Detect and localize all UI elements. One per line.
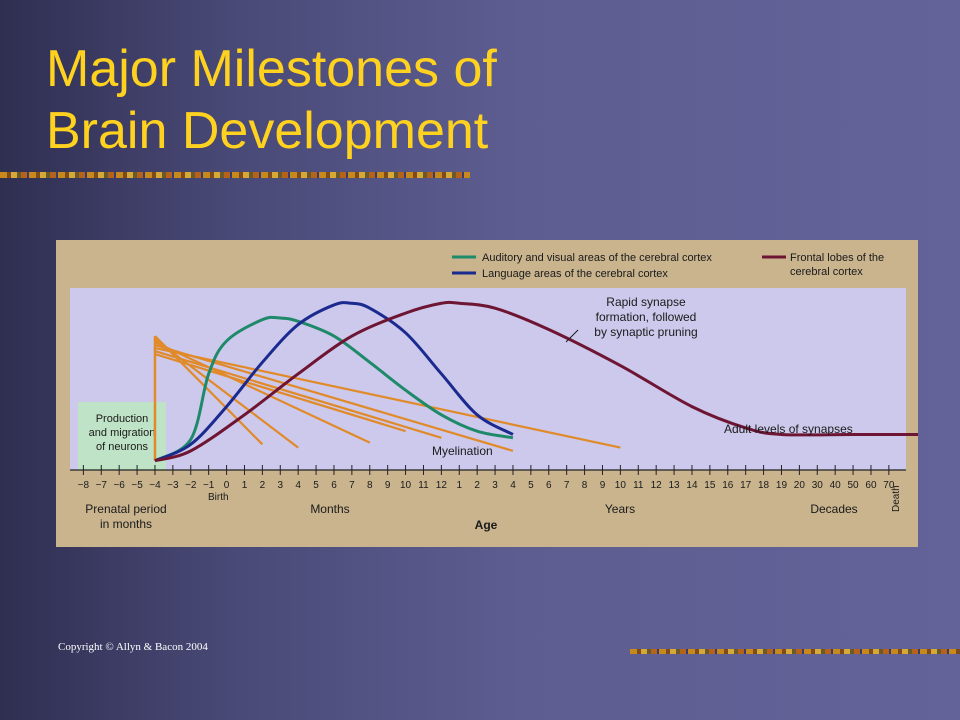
myelination-lines (153, 335, 621, 461)
title-line-1: Major Milestones of (46, 40, 497, 98)
x-tick-label: 60 (865, 480, 877, 491)
x-tick-label: 1 (242, 480, 248, 491)
x-tick-label: 10 (400, 480, 412, 491)
prenatal-block (78, 402, 166, 470)
x-tick-label: 6 (546, 480, 552, 491)
x-tick-label: 6 (331, 480, 337, 491)
x-tick-label: 7 (564, 480, 570, 491)
segment-decades: Decades (810, 502, 857, 516)
x-tick-label: 9 (600, 480, 606, 491)
x-tick-label: 5 (313, 480, 319, 491)
x-axis-ticks: −8 −7 −6 −5 −4 −3 −2 −1 0 1 2 3 4 5 6 7 8 9 10 11 12 1 2 3 4 5 6 7 8… (78, 465, 895, 491)
synapse-annotation-1: Rapid synapse (606, 295, 686, 309)
x-tick-label: 9 (385, 480, 391, 491)
x-tick-label: 11 (633, 480, 644, 491)
title-divider (0, 172, 470, 178)
x-tick-label: 0 (224, 480, 230, 491)
x-tick-label: −2 (185, 480, 197, 491)
x-tick-label: 15 (704, 480, 716, 491)
auditory-visual-curve (154, 315, 514, 463)
prenatal-label-2: and migration (89, 427, 156, 439)
x-tick-label: 8 (367, 480, 373, 491)
death-label: Death (891, 485, 902, 512)
x-tick-label: 8 (582, 480, 588, 491)
x-tick-label: 70 (883, 480, 895, 491)
x-tick-label: −3 (167, 480, 179, 491)
copyright-notice: Copyright © Allyn & Bacon 2004 (58, 641, 208, 653)
language-curve (154, 301, 514, 463)
segment-prenatal-1: Prenatal period (85, 502, 166, 516)
segment-months: Months (310, 502, 349, 516)
myelination-line (154, 350, 442, 439)
title-line-2: Brain Development (46, 102, 489, 160)
segment-prenatal-2: in months (100, 517, 152, 531)
myelination-line (154, 347, 621, 449)
synapse-pointer (565, 329, 579, 343)
x-tick-label: 11 (418, 480, 429, 491)
legend-label-auditory: Auditory and visual areas of the cerebra… (482, 252, 712, 264)
prenatal-label-3: of neurons (96, 441, 148, 453)
x-tick-label: 30 (812, 480, 824, 491)
x-tick-label: 4 (295, 480, 301, 491)
footer-divider (630, 649, 960, 654)
myelination-line (154, 335, 264, 446)
chart-svg: Production and migration of neurons Audi… (56, 240, 918, 547)
x-tick-label: −4 (149, 480, 161, 491)
frontal-lobes-curve (154, 300, 918, 463)
x-tick-label: 7 (349, 480, 355, 491)
x-tick-label: 12 (436, 480, 448, 491)
prenatal-label-1: Production (96, 413, 149, 425)
x-tick-label: 12 (651, 480, 663, 491)
x-tick-label: 1 (456, 480, 462, 491)
x-tick-label: −8 (78, 480, 90, 491)
x-tick-label: 18 (758, 480, 770, 491)
legend-label-frontal-1: Frontal lobes of the (790, 252, 884, 264)
birth-label: Birth (208, 492, 229, 503)
segment-years: Years (605, 502, 635, 516)
adult-synapse-annotation: Adult levels of synapses (724, 422, 853, 436)
x-tick-label: 40 (830, 480, 842, 491)
x-axis-title: Age (475, 518, 498, 532)
x-tick-label: 4 (510, 480, 516, 491)
x-tick-label: −5 (131, 480, 143, 491)
x-tick-label: 2 (260, 480, 266, 491)
x-tick-label: −7 (96, 480, 108, 491)
x-tick-label: 3 (277, 480, 283, 491)
myelination-line (154, 353, 406, 433)
legend-label-language: Language areas of the cerebral cortex (482, 268, 668, 280)
x-tick-label: 2 (474, 480, 480, 491)
slide-title: Major Milestones of Brain Development (46, 38, 606, 162)
x-tick-label: 10 (615, 480, 627, 491)
x-tick-label: 50 (848, 480, 860, 491)
x-tick-label: 3 (492, 480, 498, 491)
x-tick-label: 16 (722, 480, 734, 491)
synapse-annotation-2: formation, followed (596, 310, 697, 324)
x-tick-label: 14 (686, 480, 698, 491)
x-tick-label: −1 (203, 480, 215, 491)
series-lines (154, 300, 918, 463)
x-tick-label: 20 (794, 480, 806, 491)
synapse-annotation-3: by synaptic pruning (594, 325, 697, 339)
x-tick-label: 17 (740, 480, 752, 491)
x-tick-label: 5 (528, 480, 534, 491)
x-tick-label: −6 (113, 480, 125, 491)
brain-development-chart: Production and migration of neurons Audi… (56, 240, 918, 547)
x-tick-label: 13 (669, 480, 681, 491)
legend-label-frontal-2: cerebral cortex (790, 266, 863, 278)
x-tick-label: 19 (776, 480, 788, 491)
myelination-line (154, 341, 371, 444)
myelination-line (154, 344, 514, 452)
myelination-label: Myelination (432, 444, 493, 458)
